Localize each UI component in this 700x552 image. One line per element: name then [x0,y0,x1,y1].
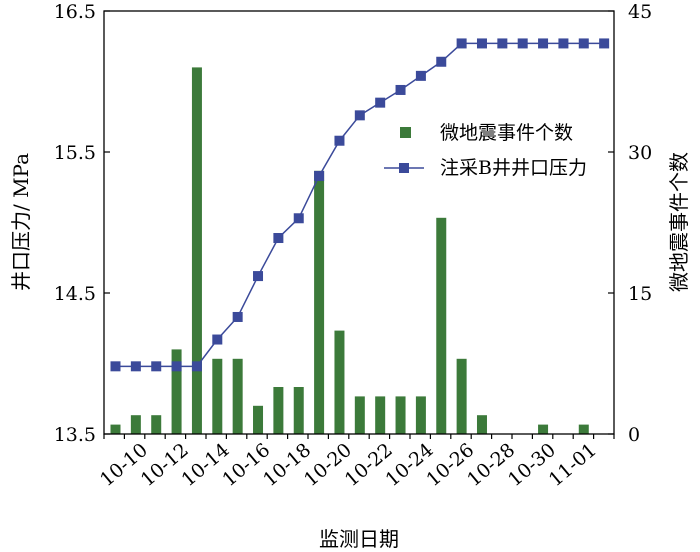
pressure-point-10-26 [456,38,467,49]
y-right-tick-label: 0 [628,424,640,446]
pressure-line [115,42,605,368]
bar-10-26 [456,358,467,434]
bar-10-14 [212,358,223,434]
pressure-point-11-01 [578,38,589,49]
bar-10-30 [538,424,549,434]
ticks-layer: 13.514.515.516.5015304510-1010-1210-1410… [54,1,653,491]
pressure-point-10-20 [334,135,345,146]
bar-10-22 [375,396,386,434]
pressure-point-10-21 [354,110,365,121]
pressure-point-10-12 [171,361,182,372]
pressure-point-10-10 [130,361,141,372]
y-right-axis-title: 微地震事件个数 [667,152,691,292]
y-right-tick-label: 45 [628,1,652,23]
bar-10-15 [232,358,243,434]
pressure-point-10-17 [273,233,284,244]
plot-frame [103,10,615,435]
pressure-point-10-30 [538,38,549,49]
bars-layer [110,67,589,435]
pressure-point-10-23 [395,84,406,95]
y-right-tick-label: 15 [628,283,652,305]
legend: 微地震事件个数 注采B井井口压力 [384,122,587,179]
bar-10-10 [130,415,141,434]
bar-10-18 [293,387,304,434]
line-layer [110,38,610,372]
bar-10-09 [110,424,121,434]
bar-10-24 [415,396,426,434]
y-right-tick-label: 30 [628,142,652,164]
pressure-point-10-22 [375,97,386,108]
bar-10-13 [191,67,202,435]
pressure-point-10-18 [293,213,304,224]
y-left-tick-label: 13.5 [54,424,96,446]
bar-10-17 [273,387,284,434]
y-left-tick-label: 16.5 [54,1,96,23]
y-left-tick-label: 15.5 [54,142,96,164]
legend-line-marker [399,163,409,173]
bar-10-20 [334,330,345,434]
bar-10-23 [395,396,406,434]
y-left-tick-label: 14.5 [54,283,96,305]
pressure-point-10-29 [517,38,528,49]
pressure-point-10-27 [476,38,487,49]
bar-10-21 [354,396,365,434]
bar-10-27 [476,415,487,434]
x-axis-title: 监测日期 [319,527,399,551]
pressure-point-10-14 [212,334,223,345]
pressure-point-10-19 [314,170,325,181]
legend-line-label: 注采B井井口压力 [440,157,587,179]
pressure-point-10-09 [110,361,121,372]
pressure-point-10-31 [558,38,569,49]
bar-10-19 [314,170,325,435]
pressure-point-11-02 [599,38,610,49]
pressure-point-10-13 [191,361,202,372]
legend-bar-swatch [400,127,411,138]
pressure-point-10-15 [232,311,243,322]
pressure-point-10-25 [436,56,447,67]
x-tick-label: 11-01 [545,439,601,491]
pressure-point-10-11 [151,361,162,372]
bar-10-25 [436,217,447,434]
pressure-point-10-16 [253,271,264,282]
bar-10-12 [171,349,182,434]
pressure-point-10-28 [497,38,508,49]
bar-10-11 [151,415,162,434]
y-left-axis-title: 井口压力/ MPa [9,153,33,291]
pressure-point-10-24 [415,70,426,81]
bar-11-01 [578,424,589,434]
legend-bar-label: 微地震事件个数 [440,122,573,144]
bar-10-16 [253,405,264,434]
